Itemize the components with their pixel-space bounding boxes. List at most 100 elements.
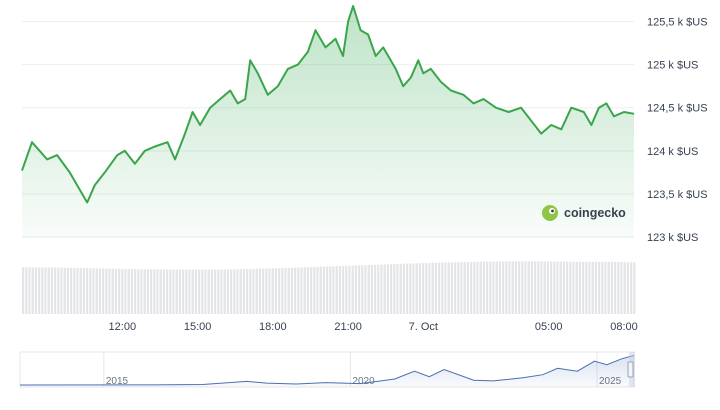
volume-bar [92,268,95,314]
volume-bar [633,262,636,314]
volume-bar [233,269,236,314]
volume-bar [41,267,44,314]
volume-bar [329,266,332,314]
volume-bar [156,269,159,314]
volume-bar [143,269,146,314]
y-axis-labels: 125,5 k $US 125 k $US 124,5 k $US 124 k $US… [647,17,708,244]
volume-bar [562,261,565,314]
volume-bar [137,269,140,314]
volume-bar [38,267,41,314]
volume-bar [86,268,89,314]
volume-bar [380,264,383,314]
volume-bar [607,261,610,314]
volume-bar [559,261,562,314]
volume-bar [60,267,63,314]
y-tick-label: 123 k $US [647,232,698,244]
volume-bar [310,267,313,314]
volume-bar [498,261,501,314]
volume-bar [22,267,25,314]
volume-bar [361,265,364,314]
volume-bar [210,269,213,314]
volume-bar [182,269,185,314]
coingecko-watermark: coingecko [542,205,626,221]
volume-bar [582,261,585,314]
volume-bar [434,262,437,314]
price-line [21,5,635,204]
volume-bar [44,267,47,314]
volume-bar [226,269,229,314]
volume-bar [530,261,533,314]
volume-bar [610,261,613,314]
volume-bar [294,267,297,314]
volume-bar [377,264,380,314]
volume-bar [508,261,511,314]
volume-bar [447,262,450,314]
volume-bar [479,261,482,314]
volume-bar [217,269,220,314]
volume-bar [108,268,111,314]
volume-bar [278,268,281,314]
volume-bar [354,265,357,314]
volume-bar [553,261,556,314]
volume-bar [486,261,489,314]
volume-bar [140,269,143,314]
volume-bar [594,261,597,314]
volume-bar [319,266,322,314]
volume-bar [89,268,92,314]
volume-bar [98,268,101,314]
volume-bar [364,265,367,314]
volume-bar [457,262,460,314]
volume-bar [620,262,623,314]
volume-bar [207,269,210,314]
range-navigator[interactable]: 201520202025 [19,351,635,388]
volume-bar [150,269,153,314]
volume-bar [313,267,316,314]
volume-bar [402,263,405,314]
volume-bar [399,263,402,314]
navigator-tick-label: 2020 [352,376,375,387]
volume-bar [146,269,149,314]
navigator-area [20,355,634,387]
volume-bar [511,261,514,314]
volume-bar [348,265,351,314]
volume-bars [22,261,636,314]
watermark-text: coingecko [564,206,626,220]
y-tick-label: 123,5 k $US [647,189,708,201]
volume-bar [153,269,156,314]
volume-bar [191,269,194,314]
volume-bar [444,262,447,314]
volume-bar [578,261,581,314]
volume-bar [386,264,389,314]
volume-bar [271,268,274,314]
volume-bar [431,262,434,314]
navigator-handle[interactable] [627,361,634,378]
volume-bar [450,262,453,314]
volume-bar [268,268,271,314]
volume-bar [454,262,457,314]
volume-bar [252,268,255,314]
x-tick-label: 08:00 [610,321,638,333]
volume-bar [102,268,105,314]
volume-bar [297,267,300,314]
x-tick-label: 05:00 [535,321,563,333]
volume-bar [418,263,421,314]
volume-bar [338,266,341,314]
volume-bar [550,261,553,314]
volume-bar [383,264,386,314]
volume-bar [374,264,377,314]
volume-bar [223,269,226,314]
volume-bar [118,268,121,314]
volume-bar [130,269,133,314]
volume-bar [185,269,188,314]
volume-bar [121,269,124,314]
volume-bar [345,265,348,314]
volume-bar [57,267,60,314]
volume-bar [284,268,287,314]
volume-bar [303,267,306,314]
y-tick-label: 124,5 k $US [647,103,708,115]
x-tick-label: 7. Oct [409,321,438,333]
volume-bar [367,265,370,314]
volume-bar [82,268,85,314]
